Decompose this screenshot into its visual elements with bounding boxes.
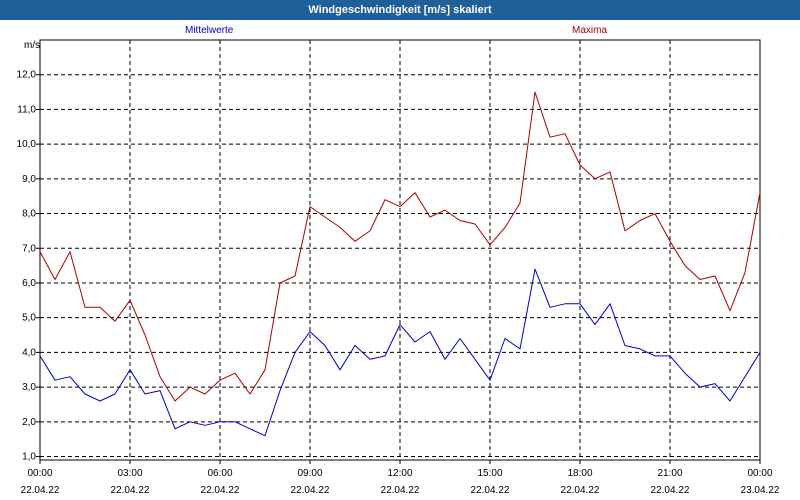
series-line-maxima bbox=[39, 91, 761, 402]
y-tick-label: 2,0 bbox=[22, 417, 36, 428]
legend-mittelwerte: Mittelwerte bbox=[185, 25, 234, 36]
x-tick-date: 22.04.22 bbox=[291, 485, 330, 496]
y-tick-label: 7,0 bbox=[22, 243, 36, 254]
y-tick-label: 6,0 bbox=[22, 278, 36, 289]
x-tick-date: 23.04.22 bbox=[741, 485, 780, 496]
x-tick-time: 21:00 bbox=[657, 468, 682, 479]
legend-maxima: Maxima bbox=[572, 25, 607, 36]
x-tick-time: 03:00 bbox=[117, 468, 142, 479]
y-tick-label: 9,0 bbox=[22, 174, 36, 185]
y-tick-label: 4,0 bbox=[22, 347, 36, 358]
x-tick-date: 22.04.22 bbox=[21, 485, 60, 496]
y-tick-label: 5,0 bbox=[22, 313, 36, 324]
grid-lines bbox=[40, 40, 760, 460]
y-tick-label: 12,0 bbox=[17, 70, 37, 81]
y-axis-unit: m/s bbox=[24, 40, 40, 51]
x-tick-date: 22.04.22 bbox=[381, 485, 420, 496]
x-tick-date: 22.04.22 bbox=[201, 485, 240, 496]
y-tick-label: 1,0 bbox=[22, 452, 36, 463]
series-line-mittelwerte bbox=[39, 268, 761, 437]
x-tick-time: 12:00 bbox=[387, 468, 412, 479]
y-tick-label: 11,0 bbox=[17, 104, 36, 115]
x-tick-time: 06:00 bbox=[207, 468, 232, 479]
y-tick-label: 3,0 bbox=[22, 382, 36, 393]
axis-labels: 1,0 2,0 3,0 4,0 5,0 6,0 7,0 8,0 9,0 10,0 11,0 12,0 0… bbox=[17, 70, 780, 496]
x-tick-date: 22.04.22 bbox=[471, 485, 510, 496]
x-tick-time: 00:00 bbox=[27, 468, 52, 479]
x-tick-date: 22.04.22 bbox=[651, 485, 690, 496]
x-tick-time: 09:00 bbox=[297, 468, 322, 479]
x-tick-time: 15:00 bbox=[477, 468, 502, 479]
x-tick-date: 22.04.22 bbox=[111, 485, 150, 496]
x-tick-time: 18:00 bbox=[567, 468, 592, 479]
chart-title: Windgeschwindigkeit [m/s] skaliert bbox=[0, 0, 800, 20]
series-layer bbox=[39, 91, 761, 437]
y-tick-label: 10,0 bbox=[17, 139, 37, 150]
x-tick-date: 22.04.22 bbox=[561, 485, 600, 496]
x-tick-time: 00:00 bbox=[747, 468, 772, 479]
y-tick-label: 8,0 bbox=[22, 209, 36, 220]
